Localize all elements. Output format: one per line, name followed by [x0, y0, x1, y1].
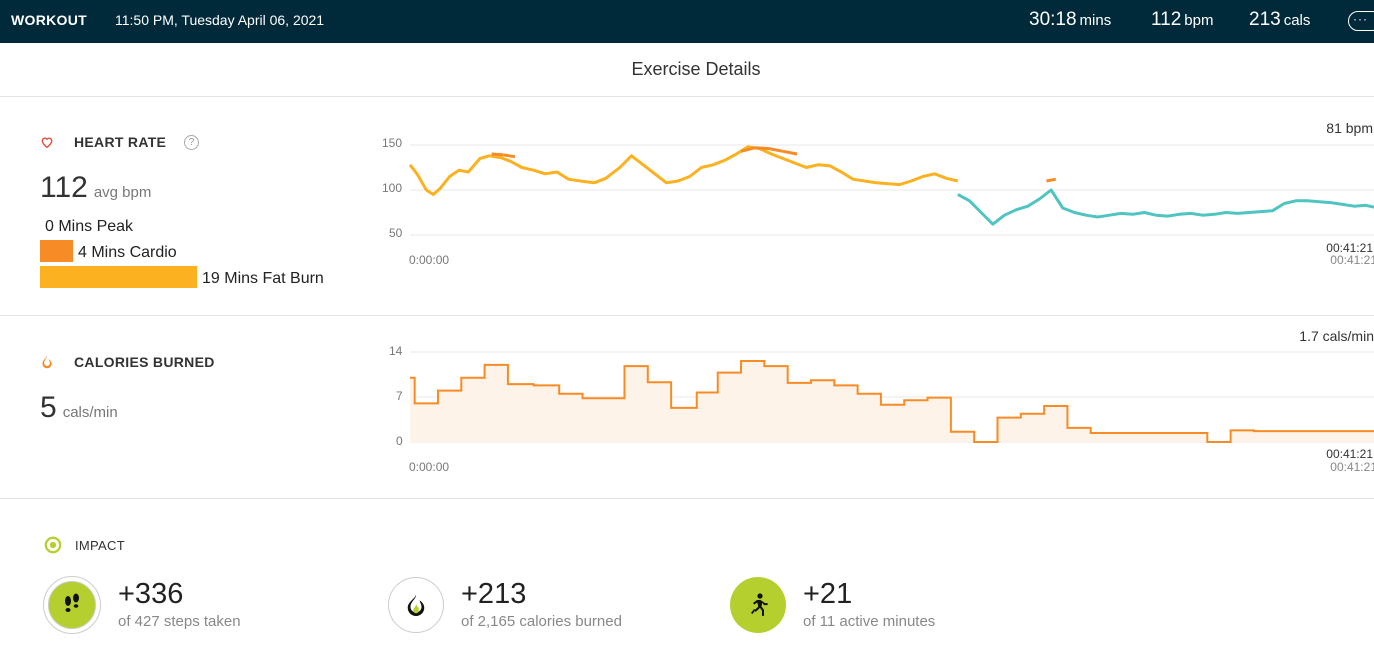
zone-cardio-label: 4 Mins Cardio — [78, 244, 177, 261]
active-minutes-value: +21 — [803, 578, 853, 610]
duration-value: 30:18 — [1029, 9, 1077, 30]
footprints-icon — [43, 576, 101, 634]
impact-title: IMPACT — [75, 537, 125, 553]
calories-header: CALORIES BURNED — [40, 354, 215, 370]
impact-header: IMPACT — [44, 536, 125, 554]
runner-icon — [730, 577, 786, 633]
hr-series-below — [957, 188, 1374, 226]
bpm-value: 112 — [1151, 9, 1182, 30]
footprints-glyph — [65, 593, 79, 612]
heart-rate-title: HEART RATE — [74, 134, 167, 150]
workout-datetime: 11:50 PM, Tuesday April 06, 2021 — [115, 12, 325, 28]
x-start-label: 0:00:00 — [409, 460, 449, 474]
flame-icon — [388, 577, 444, 633]
hr-series-cardio — [768, 147, 784, 153]
heart-rate-header: HEART RATE ? — [40, 134, 200, 150]
hr-series-cardio — [754, 146, 770, 151]
calories-value: +213 — [461, 578, 527, 610]
target-icon — [44, 536, 62, 554]
hr-series-cardio — [1046, 177, 1057, 183]
steps-sub: of 427 steps taken — [118, 613, 241, 630]
duration-stat: 30:18 mins — [1029, 9, 1111, 31]
calories-title: CALORIES BURNED — [74, 354, 215, 370]
zone-cardio-bar — [40, 240, 73, 262]
hr-series-cardio — [782, 149, 798, 156]
calories-area-fill — [410, 361, 1374, 442]
zone-fat-burn-bar — [40, 266, 197, 288]
steps-value: +336 — [118, 578, 184, 610]
avg-bpm-unit: avg bpm — [93, 184, 152, 201]
hr-series-cardio — [740, 146, 756, 153]
y-tick: 50 — [389, 226, 403, 240]
x-end-label: 00:41:21 — [1326, 241, 1373, 255]
avg-bpm: 112 avg bpm — [40, 171, 151, 205]
runner-glyph — [751, 593, 768, 616]
duration-unit: mins — [1079, 12, 1112, 29]
hr-series-cardio — [503, 153, 516, 159]
x-end-label-dup: 00:41:21 — [1330, 460, 1374, 474]
y-tick: 0 — [396, 434, 403, 448]
calories-sub: of 2,165 calories burned — [461, 613, 622, 630]
heart-icon — [41, 137, 53, 149]
bpm-stat: 112 bpm — [1151, 9, 1213, 31]
divider — [0, 315, 1374, 316]
x-end-label-dup: 00:41:21 — [1330, 253, 1374, 267]
heart-rate-chart: 150 100 50 81 bpm 0:00:00 00:41:21 00:41… — [382, 120, 1374, 267]
divider — [0, 96, 1374, 97]
active-minutes-sub: of 11 active minutes — [803, 613, 936, 630]
avg-cals-value: 5 — [40, 391, 57, 424]
y-tick: 14 — [389, 344, 403, 358]
x-end-label: 00:41:21 — [1326, 447, 1373, 461]
divider — [0, 498, 1374, 499]
avg-bpm-value: 112 — [40, 171, 88, 204]
cals-stat: 213 cals — [1249, 9, 1310, 31]
more-options-button[interactable]: ··· — [1348, 11, 1374, 31]
hr-series-fat-burn — [408, 145, 959, 196]
top-bar: WORKOUT 11:50 PM, Tuesday April 06, 2021… — [0, 0, 1374, 43]
hr-series-cardio — [491, 152, 504, 157]
avg-cals-unit: cals/min — [62, 404, 118, 421]
y-tick: 7 — [396, 389, 403, 403]
current-bpm-label: 81 bpm — [1326, 120, 1373, 136]
y-tick: 150 — [382, 136, 402, 150]
cals-value: 213 — [1249, 9, 1281, 30]
workout-label: WORKOUT — [11, 12, 87, 28]
bpm-unit: bpm — [1184, 12, 1214, 29]
x-start-label: 0:00:00 — [409, 253, 449, 267]
help-icon[interactable]: ? — [184, 134, 200, 150]
flame-icon — [42, 355, 52, 369]
current-cals-label: 1.7 cals/min — [1299, 328, 1374, 344]
zone-peak-label: 0 Mins Peak — [45, 218, 134, 235]
calories-chart: 14 7 0 1.7 cals/min 0:00:00 00:41:21 00:… — [389, 328, 1374, 474]
zone-fat-burn-label: 19 Mins Fat Burn — [202, 270, 324, 287]
avg-cals: 5 cals/min — [40, 391, 118, 425]
calories-step-line — [410, 360, 1374, 443]
ellipsis-icon: ··· — [1353, 12, 1368, 26]
cals-unit: cals — [1283, 12, 1311, 29]
y-tick: 100 — [382, 181, 402, 195]
flame-glyph — [407, 594, 425, 616]
page-title: Exercise Details — [631, 59, 761, 79]
